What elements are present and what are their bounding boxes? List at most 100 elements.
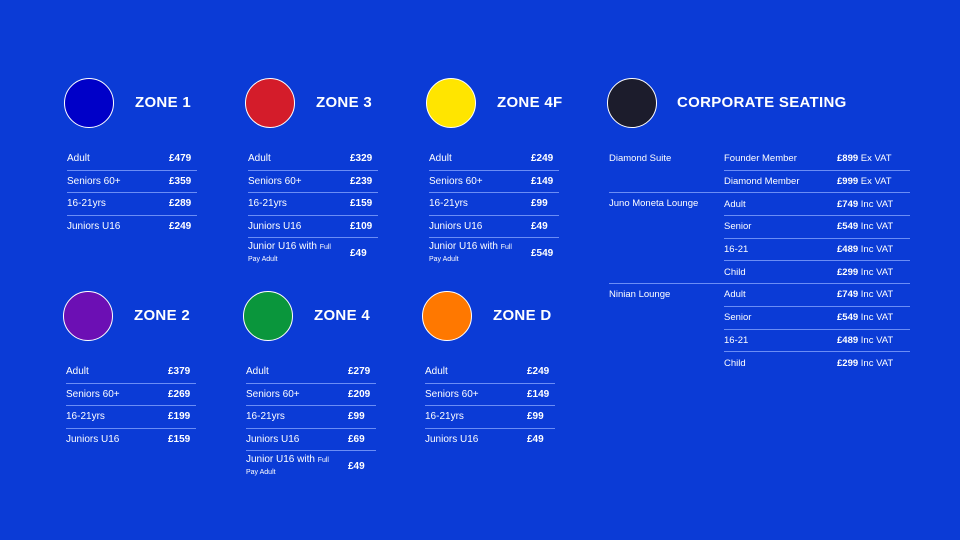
zone-title: ZONE 4F bbox=[497, 94, 563, 111]
price-amount: £999 bbox=[837, 176, 859, 188]
price: £749 Inc VAT bbox=[837, 199, 893, 210]
lounge-name: Ninian Lounge bbox=[609, 289, 671, 301]
ticket-type-label: Junior U16 with bbox=[248, 241, 317, 252]
table-row: Adult £379 bbox=[66, 361, 196, 384]
ticket-type-note: Full bbox=[319, 244, 331, 251]
price: £329 bbox=[350, 153, 373, 165]
price-table: Adult £249 Seniors 60+ £149 16-21yrs £99 Junio… bbox=[429, 148, 559, 268]
table-row: 16-21yrs £99 bbox=[425, 406, 555, 429]
lounge-group: Juno Moneta Lounge Adult £749 Inc VAT Senio… bbox=[609, 193, 910, 285]
vat-note: Inc VAT bbox=[860, 198, 894, 210]
ticket-type: 16-21yrs bbox=[429, 198, 468, 210]
ticket-type: 16-21yrs bbox=[246, 411, 285, 423]
table-row: Seniors 60+ £149 bbox=[425, 384, 555, 406]
price: £99 bbox=[527, 411, 544, 423]
price-amount: £899 bbox=[837, 153, 859, 165]
ticket-type: Adult bbox=[248, 153, 271, 165]
table-row: 16-21yrs £99 bbox=[246, 406, 376, 429]
vat-note: Inc VAT bbox=[860, 289, 894, 301]
price: £99 bbox=[531, 198, 548, 210]
vat-note: Ex VAT bbox=[860, 176, 892, 188]
zone-title: ZONE 3 bbox=[316, 94, 372, 111]
zone-title: ZONE D bbox=[493, 307, 552, 324]
price: £899 Ex VAT bbox=[837, 153, 892, 164]
price: £549 bbox=[531, 247, 554, 259]
zone-title: ZONE 2 bbox=[134, 307, 190, 324]
table-row: Juniors U16 £109 bbox=[248, 216, 378, 238]
price: £749 Inc VAT bbox=[837, 289, 893, 300]
vat-note: Inc VAT bbox=[860, 312, 894, 324]
price: £69 bbox=[348, 433, 365, 445]
table-row: 16-21yrs £199 bbox=[66, 406, 196, 429]
table-row: Juniors U16 £49 bbox=[425, 429, 555, 451]
corporate-price-table: Diamond Suite Founder Member £899 Ex VAT Di… bbox=[609, 148, 910, 374]
ticket-type: Senior bbox=[724, 221, 752, 233]
table-row: 16-21yrs £289 bbox=[67, 193, 197, 216]
price: £299 Inc VAT bbox=[837, 267, 893, 278]
table-row: 16-21yrs £99 bbox=[429, 193, 559, 216]
price: £279 bbox=[348, 366, 371, 378]
price-table: Adult £249 Seniors 60+ £149 16-21yrs £99 Junio… bbox=[425, 361, 555, 450]
price: £999 Ex VAT bbox=[837, 176, 892, 187]
price: £209 bbox=[348, 388, 371, 400]
price: £269 bbox=[168, 388, 191, 400]
price: £109 bbox=[350, 220, 373, 232]
zone-color-circle bbox=[245, 78, 295, 128]
table-row: Adult £479 bbox=[67, 148, 197, 171]
price-amount: £749 bbox=[837, 198, 859, 210]
vat-note: Inc VAT bbox=[860, 221, 894, 233]
ticket-type: 16-21yrs bbox=[425, 411, 464, 423]
ticket-type: Juniors U16 bbox=[429, 220, 483, 232]
ticket-type: Juniors U16 bbox=[246, 433, 300, 445]
ticket-type: Founder Member bbox=[724, 153, 797, 165]
table-row: Juniors U16 £159 bbox=[66, 429, 196, 451]
ticket-type-label: Junior U16 with bbox=[246, 454, 315, 465]
lounge-group: Diamond Suite Founder Member £899 Ex VAT Di… bbox=[609, 148, 910, 194]
price-amount: £489 bbox=[837, 244, 859, 256]
table-row: Adult £749 Inc VAT bbox=[724, 193, 910, 217]
price-table: Adult £279 Seniors 60+ £209 16-21yrs £99 Junio… bbox=[246, 361, 376, 481]
price: £49 bbox=[350, 247, 367, 259]
table-row: Seniors 60+ £359 bbox=[67, 171, 197, 193]
ticket-type-note: Pay Adult bbox=[248, 256, 278, 263]
zone-title: ZONE 1 bbox=[135, 94, 191, 111]
table-row: Juniors U16 £249 bbox=[67, 216, 197, 238]
price: £49 bbox=[531, 220, 548, 232]
ticket-type: Adult bbox=[724, 289, 746, 301]
ticket-type: Diamond Member bbox=[724, 176, 800, 188]
lounge-name: Diamond Suite bbox=[609, 153, 672, 164]
table-row: Child £299 Inc VAT bbox=[724, 352, 910, 374]
ticket-type-note: Pay Adult bbox=[246, 469, 276, 476]
table-row: Adult £279 bbox=[246, 361, 376, 384]
price: £159 bbox=[168, 433, 191, 445]
price: £249 bbox=[527, 366, 550, 378]
zone-title: ZONE 4 bbox=[314, 307, 370, 324]
price-amount: £549 bbox=[837, 312, 859, 324]
zone-color-circle bbox=[64, 78, 114, 128]
table-row: Adult £749 Inc VAT bbox=[724, 284, 910, 307]
table-row: Adult £249 bbox=[425, 361, 555, 384]
ticket-type: Adult bbox=[66, 366, 89, 378]
zone-color-circle bbox=[63, 291, 113, 341]
ticket-type: Junior U16 with Full Pay Adult bbox=[248, 241, 350, 265]
price-table: Adult £329 Seniors 60+ £239 16-21yrs £159 Juni… bbox=[248, 148, 378, 268]
table-row: 16-21 £489 Inc VAT bbox=[724, 239, 910, 262]
corporate-color-circle bbox=[607, 78, 657, 128]
price: £49 bbox=[527, 433, 544, 445]
price-amount: £299 bbox=[837, 357, 859, 369]
price: £149 bbox=[527, 388, 550, 400]
vat-note: Inc VAT bbox=[860, 244, 894, 256]
ticket-type: Child bbox=[724, 357, 746, 369]
table-row: Seniors 60+ £269 bbox=[66, 384, 196, 406]
ticket-type: Juniors U16 bbox=[425, 433, 479, 445]
price-amount: £489 bbox=[837, 334, 859, 346]
vat-note: Inc VAT bbox=[860, 334, 894, 346]
price: £359 bbox=[169, 175, 192, 187]
ticket-type: Seniors 60+ bbox=[67, 175, 121, 187]
lounge-group: Ninian Lounge Adult £749 Inc VAT Senior £549… bbox=[609, 284, 910, 374]
price-amount: £749 bbox=[837, 289, 859, 301]
table-row: Seniors 60+ £239 bbox=[248, 171, 378, 193]
ticket-type: Seniors 60+ bbox=[248, 175, 302, 187]
price-amount: £549 bbox=[837, 221, 859, 233]
ticket-type: Child bbox=[724, 266, 746, 278]
